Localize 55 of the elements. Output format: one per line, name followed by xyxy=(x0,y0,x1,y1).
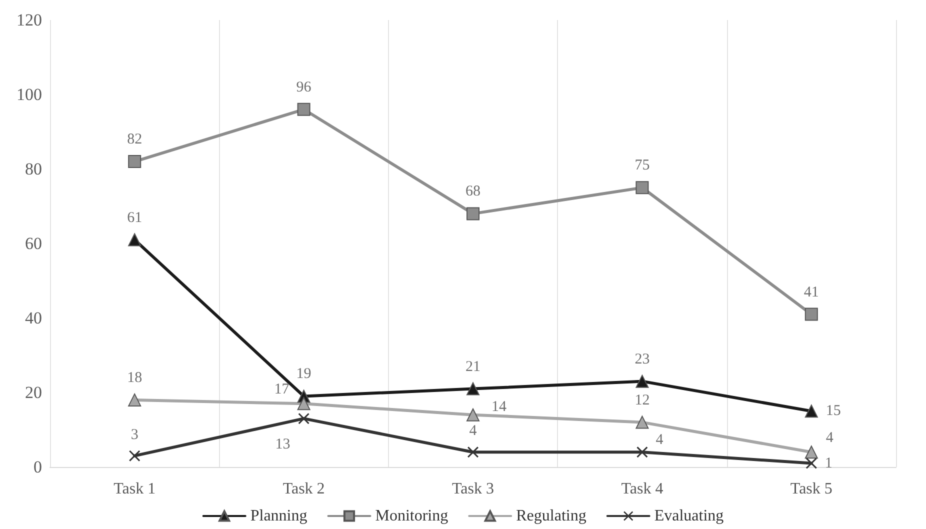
data-label: 13 xyxy=(275,436,290,453)
point xyxy=(128,155,142,168)
data-label: 17 xyxy=(274,382,290,398)
data-label: 96 xyxy=(296,79,312,96)
point xyxy=(466,408,480,422)
point xyxy=(804,446,818,459)
point xyxy=(129,450,140,462)
data-label: 15 xyxy=(826,403,841,420)
data-label: 14 xyxy=(492,398,507,415)
data-label: 68 xyxy=(466,184,480,200)
y-tick-label: 40 xyxy=(25,308,42,328)
data-label: 75 xyxy=(634,158,650,174)
y-tick-label: 20 xyxy=(25,383,42,402)
point xyxy=(806,458,817,469)
y-tick-label: 100 xyxy=(16,85,42,104)
data-label: 3 xyxy=(130,426,138,443)
y-tick-label: 0 xyxy=(34,458,42,476)
x-tick-label: Task 1 xyxy=(114,480,156,498)
point xyxy=(466,382,480,396)
data-label: 4 xyxy=(826,430,834,446)
data-label: 19 xyxy=(296,366,312,382)
point xyxy=(636,181,649,194)
point xyxy=(298,413,310,424)
x-tick-label: Task 5 xyxy=(790,480,832,498)
legend-label: Regulating xyxy=(516,508,586,524)
legend-label: Monitoring xyxy=(375,508,448,524)
data-label: 23 xyxy=(634,351,650,368)
point xyxy=(636,446,648,458)
y-tick-label: 80 xyxy=(25,160,42,178)
data-label: 61 xyxy=(127,210,142,226)
point xyxy=(636,416,649,429)
data-label: 4 xyxy=(656,432,664,448)
point xyxy=(297,102,310,116)
point xyxy=(804,308,818,321)
point xyxy=(468,446,478,458)
point xyxy=(128,393,142,406)
x-tick-label: Task 4 xyxy=(621,480,664,498)
point xyxy=(128,233,142,246)
point xyxy=(636,374,649,388)
x-tick-label: Task 2 xyxy=(282,480,325,498)
x-tick-label: Task 3 xyxy=(452,480,494,498)
data-label: 41 xyxy=(804,284,819,300)
point xyxy=(466,207,480,220)
data-label: 21 xyxy=(466,358,480,375)
data-label: 18 xyxy=(127,370,142,386)
point xyxy=(804,404,818,418)
y-tick-label: 60 xyxy=(25,234,42,253)
y-tick-label: 120 xyxy=(16,10,42,30)
legend-label: Planning xyxy=(250,508,308,524)
data-label: 1 xyxy=(824,455,832,472)
data-label: 4 xyxy=(469,423,478,440)
data-label: 12 xyxy=(634,392,650,408)
data-label: 82 xyxy=(127,132,142,148)
legend-label: Evaluating xyxy=(654,508,724,524)
point xyxy=(297,397,310,410)
